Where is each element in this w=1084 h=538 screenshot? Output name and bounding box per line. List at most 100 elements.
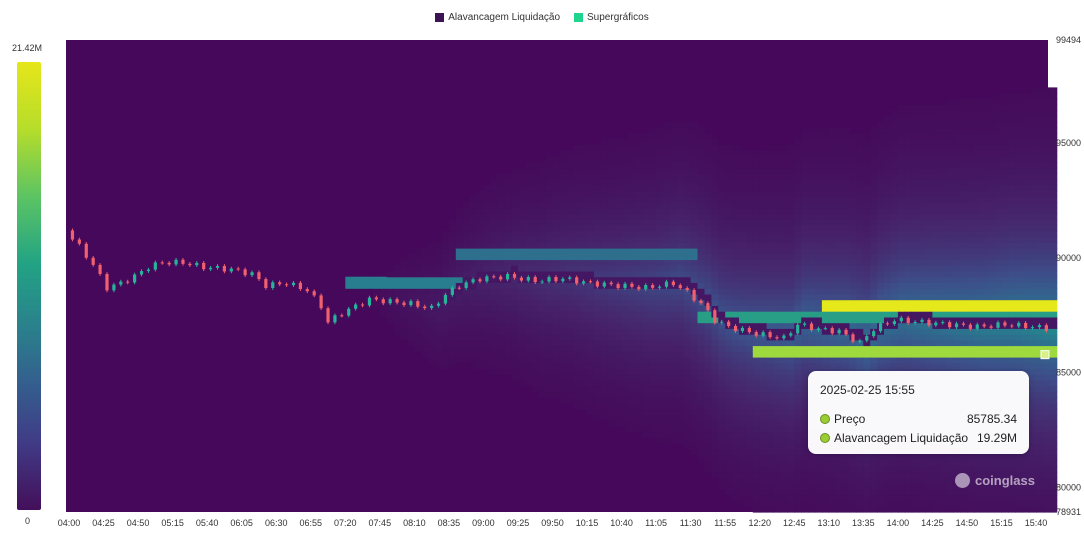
heatmap-cell [587,242,595,249]
heatmap-cell [780,443,788,450]
heatmap-cell [821,362,830,370]
heatmap-cell [552,351,560,358]
heatmap-cell [911,104,920,111]
heatmap-cell [697,380,705,387]
heatmap-cell [808,293,816,301]
heatmap-cell [856,494,864,502]
heatmap-cell [891,253,899,261]
heatmap-cell [794,408,802,415]
heatmap-cell [524,179,533,186]
heatmap-cell [960,339,968,347]
heatmap-cell [842,133,851,140]
heatmap-cell [766,282,775,289]
heatmap-cell [732,345,740,352]
heatmap-cell [759,477,768,484]
heatmap-cell [828,351,837,358]
heatmap-cell [524,259,533,266]
legend-item[interactable]: Supergráficos [574,12,649,23]
heatmap-cell [1015,190,1023,197]
heatmap-cell [745,293,754,301]
heatmap-cell [877,230,885,238]
heatmap-cell [538,299,547,306]
heatmap-cell [773,156,781,163]
legend-swatch-icon [574,13,584,22]
heatmap-cell [966,121,975,129]
heatmap-cell [842,311,851,318]
heatmap-cell [656,236,664,243]
heatmap-cell [787,408,795,415]
heatmap-cell [808,133,816,140]
heatmap-cell [393,305,402,312]
heatmap-cell [973,494,982,502]
heatmap-cell [593,225,602,232]
heatmap-cell [918,156,927,163]
heatmap-cell [711,339,719,347]
heatmap-cell [725,271,733,278]
heatmap-cell [994,471,1003,479]
heatmap-cell [428,259,436,266]
heatmap-cell [1008,506,1016,513]
heatmap-cell [980,116,989,123]
heatmap-cell [987,162,996,169]
heatmap-cell [739,150,747,157]
heatmap-cell [1022,471,1030,479]
heatmap-cell [656,368,664,375]
heatmap-cell [918,271,927,278]
heatmap-cell [683,156,692,163]
heatmap-cell [821,242,830,249]
heatmap-cell [683,259,692,266]
heatmap-cell [773,466,781,473]
heatmap-cell [842,345,851,352]
heatmap-cell [725,236,733,243]
heatmap-cell [891,248,899,255]
heatmap-cell [946,477,954,484]
heatmap-cell [1015,98,1023,106]
heatmap-cell [794,454,802,461]
heatmap-cell [946,127,954,134]
heatmap-cell [891,276,899,283]
heatmap-cell [745,334,754,341]
heatmap-cell [787,196,795,203]
heatmap-cell [821,334,830,341]
legend-item[interactable]: Alavancagem Liquidação [435,12,560,23]
heatmap-cell [739,196,747,203]
heatmap-cell [725,162,733,169]
heatmap-cell [808,162,816,169]
heatmap-cell [711,351,719,358]
heatmap-cell [877,362,885,370]
heatmap-cell [580,196,588,203]
heatmap-cell [994,483,1003,490]
heatmap-cell [448,293,457,301]
heatmap-cell [752,316,761,324]
heatmap-cell [593,322,602,329]
heatmap-cell [946,316,954,324]
heatmap-cell [448,316,457,324]
heatmap-cell [587,385,595,393]
heatmap-cell [559,213,567,220]
heatmap-cell [414,334,422,341]
heatmap-cell [925,271,933,278]
heatmap-cell [628,248,636,255]
heatmap-cell [483,328,491,335]
heatmap-cell [759,345,768,352]
heatmap-cell [884,489,892,496]
heatmap-cell [559,271,567,278]
heatmap-cell [669,196,678,203]
heatmap-cell [932,494,940,502]
heatmap-cell [891,345,899,352]
heatmap-cell [787,253,795,261]
heatmap-cell [780,420,788,427]
heatmap-cell [794,385,802,393]
heatmap-cell [987,202,996,209]
heatmap-cell [884,345,892,352]
heatmap-cell [815,483,823,490]
heatmap-cell [386,276,395,283]
heatmap-cell [815,207,823,215]
heatmap-cell [787,471,795,479]
heatmap-cell [704,437,712,444]
heatmap-cell [697,339,705,347]
heatmap-cell [518,242,526,249]
heatmap-cell [994,362,1003,370]
heatmap-cell [828,500,837,507]
